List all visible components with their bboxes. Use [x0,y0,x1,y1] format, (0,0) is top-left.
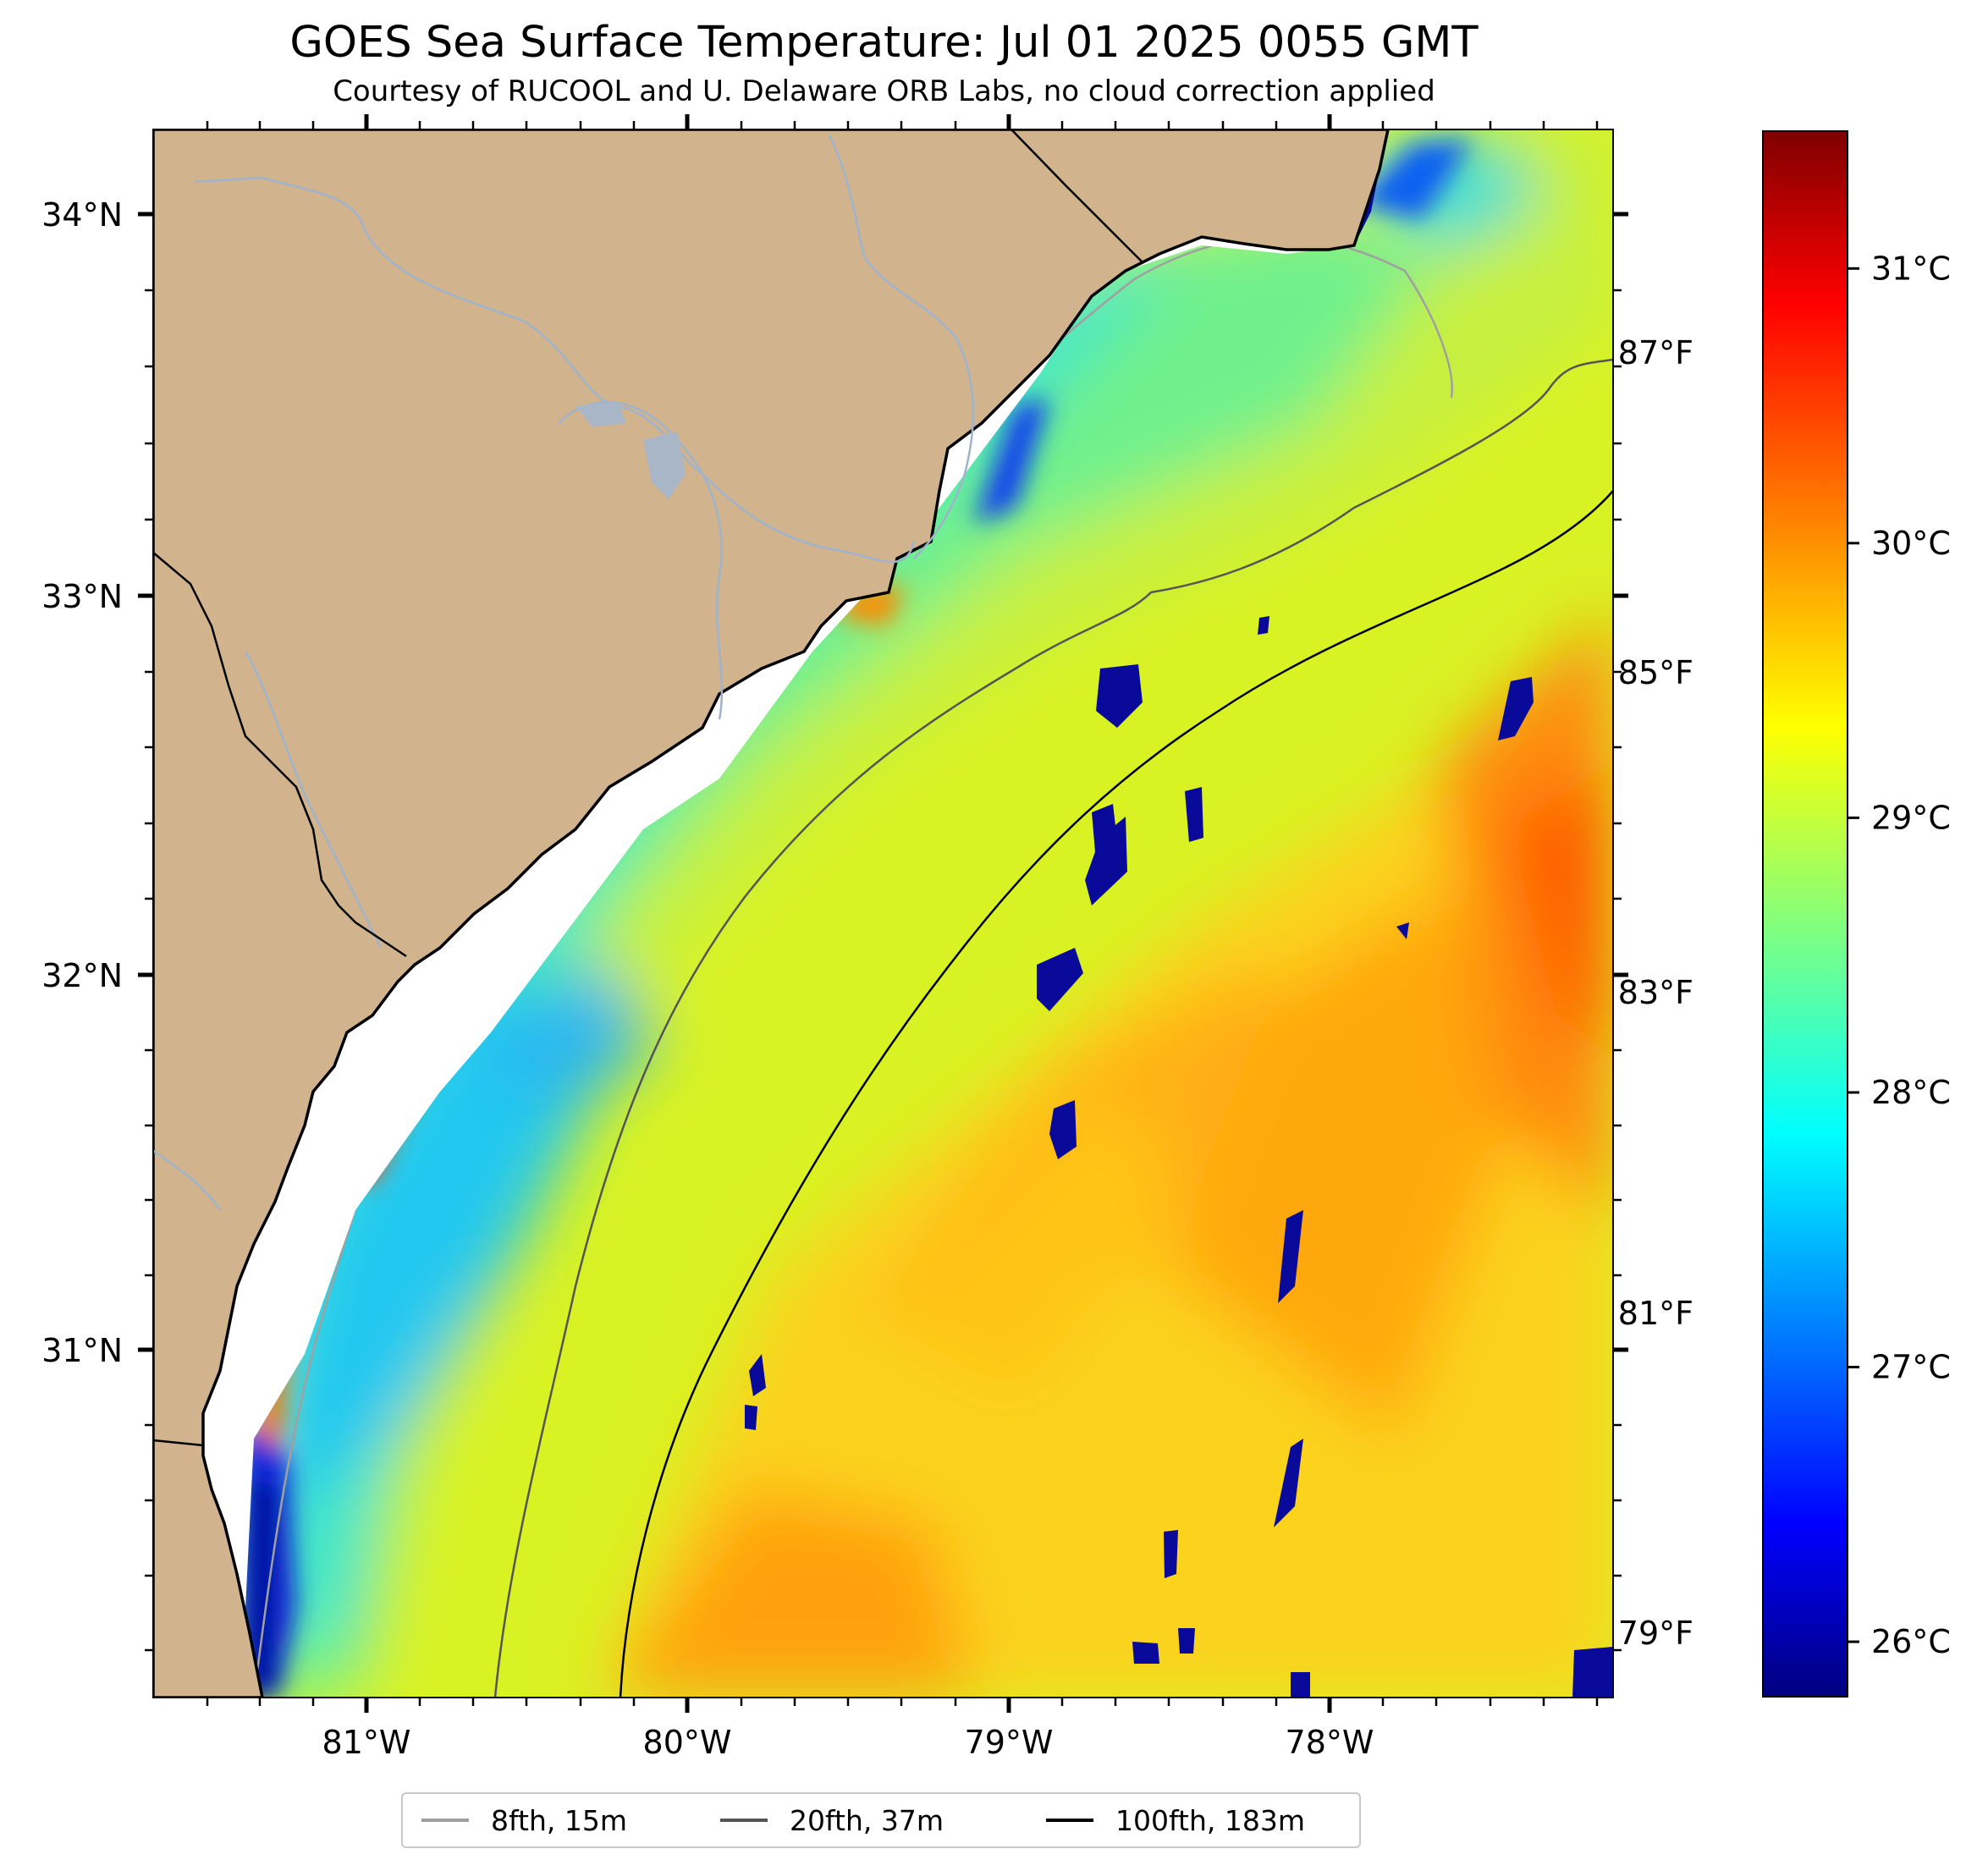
colorbar-label: 31°C [1871,250,1951,287]
sst-cloud-patches [745,169,1613,1698]
legend-swatch-8fth [421,1819,469,1822]
legend-label-20fth: 20fth, 37m [790,1803,944,1837]
colorbar-label: 26°C [1871,1623,1951,1660]
fahrenheit-label-83f: 83°F [1618,974,1693,1011]
colorbar-label: 28°C [1871,1074,1951,1111]
lat-label-34n: 34°N [41,196,123,234]
fahrenheit-label-85f: 85°F [1618,654,1693,691]
legend-swatch-20fth [720,1819,768,1822]
nc-sc-boundary [1011,129,1143,263]
legend-swatch-100fth [1046,1819,1093,1822]
state-boundaries [153,129,1143,1447]
land-mass [153,129,1390,1698]
lon-label-79w: 79°W [965,1724,1054,1761]
legend: 8fth, 15m 20fth, 37m 100fth, 183m [401,1792,1361,1848]
map-frame [152,129,1614,1698]
colorbar-label: 29°C [1871,799,1951,836]
fahrenheit-label-79f: 79°F [1618,1615,1693,1652]
legend-item-100fth: 100fth, 183m [1046,1794,1305,1846]
fahrenheit-label-87f: 87°F [1618,334,1693,371]
colorbar [1762,130,1848,1698]
lat-label-33n: 33°N [41,578,123,615]
map-ticks [138,114,1628,1713]
ga-fl-boundary [153,1439,204,1447]
sc-ga-boundary [153,552,407,958]
legend-item-20fth: 20fth, 37m [720,1794,944,1846]
fahrenheit-label-81f: 81°F [1618,1295,1693,1332]
map-area [153,129,1613,1698]
legend-label-100fth: 100fth, 183m [1115,1803,1305,1837]
legend-item-8fth: 8fth, 15m [421,1794,627,1846]
colorbar-label: 27°C [1871,1349,1951,1386]
lon-label-78w: 78°W [1286,1724,1374,1761]
lat-label-31n: 31°N [41,1332,123,1369]
sst-field-bands [153,129,1613,1698]
lon-label-81w: 81°W [322,1724,411,1761]
minor-ticks [145,121,1622,1706]
contour-20fth [493,358,1613,1698]
lon-label-80w: 80°W [643,1724,732,1761]
lat-label-32n: 32°N [41,957,123,994]
colorbar-label: 30°C [1871,525,1951,562]
rivers [153,135,975,1211]
legend-label-8fth: 8fth, 15m [491,1803,628,1837]
map-title: GOES Sea Surface Temperature: Jul 01 202… [289,18,1479,68]
lake-marion [643,432,686,499]
map-subtitle: Courtesy of RUCOOL and U. Delaware ORB L… [333,74,1435,108]
lake-moultrie [575,402,626,427]
contour-100fth [619,490,1613,1698]
colorbar-ticks: 31°C 30°C 29°C 28°C 27°C 26°C [1848,250,1951,1660]
